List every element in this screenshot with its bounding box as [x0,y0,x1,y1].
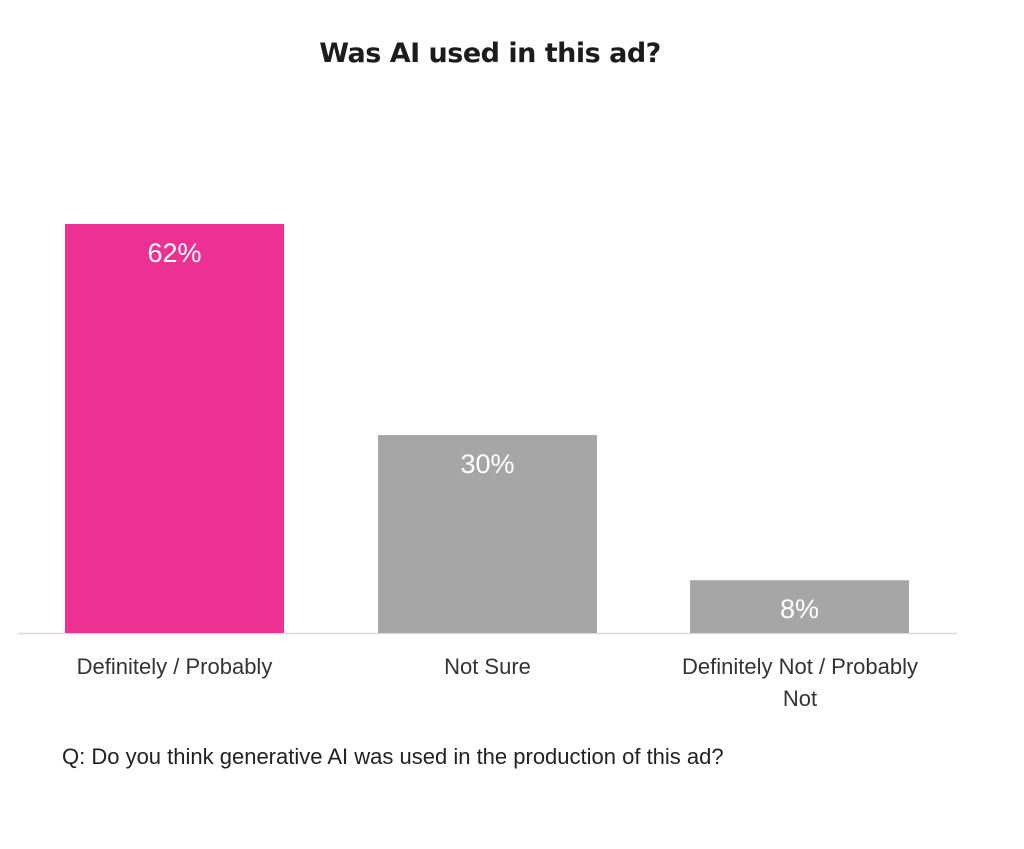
category-label-1: Definitely / Probably [77,654,273,679]
bar-value-label-3: 8% [780,594,819,624]
category-label-2: Not Sure [444,654,531,679]
category-label-3-line-2: Not [783,686,817,711]
chart-title: Was AI used in this ad? [319,38,661,69]
bar-1 [65,224,284,633]
category-label-3-line-1: Definitely Not / Probably [682,654,918,679]
bar-2 [378,435,597,633]
survey-question-footnote: Q: Do you think generative AI was used i… [62,744,724,769]
bar-3 [690,580,909,633]
bar-value-label-2: 30% [460,449,514,479]
bar-value-label-1: 62% [147,238,201,268]
